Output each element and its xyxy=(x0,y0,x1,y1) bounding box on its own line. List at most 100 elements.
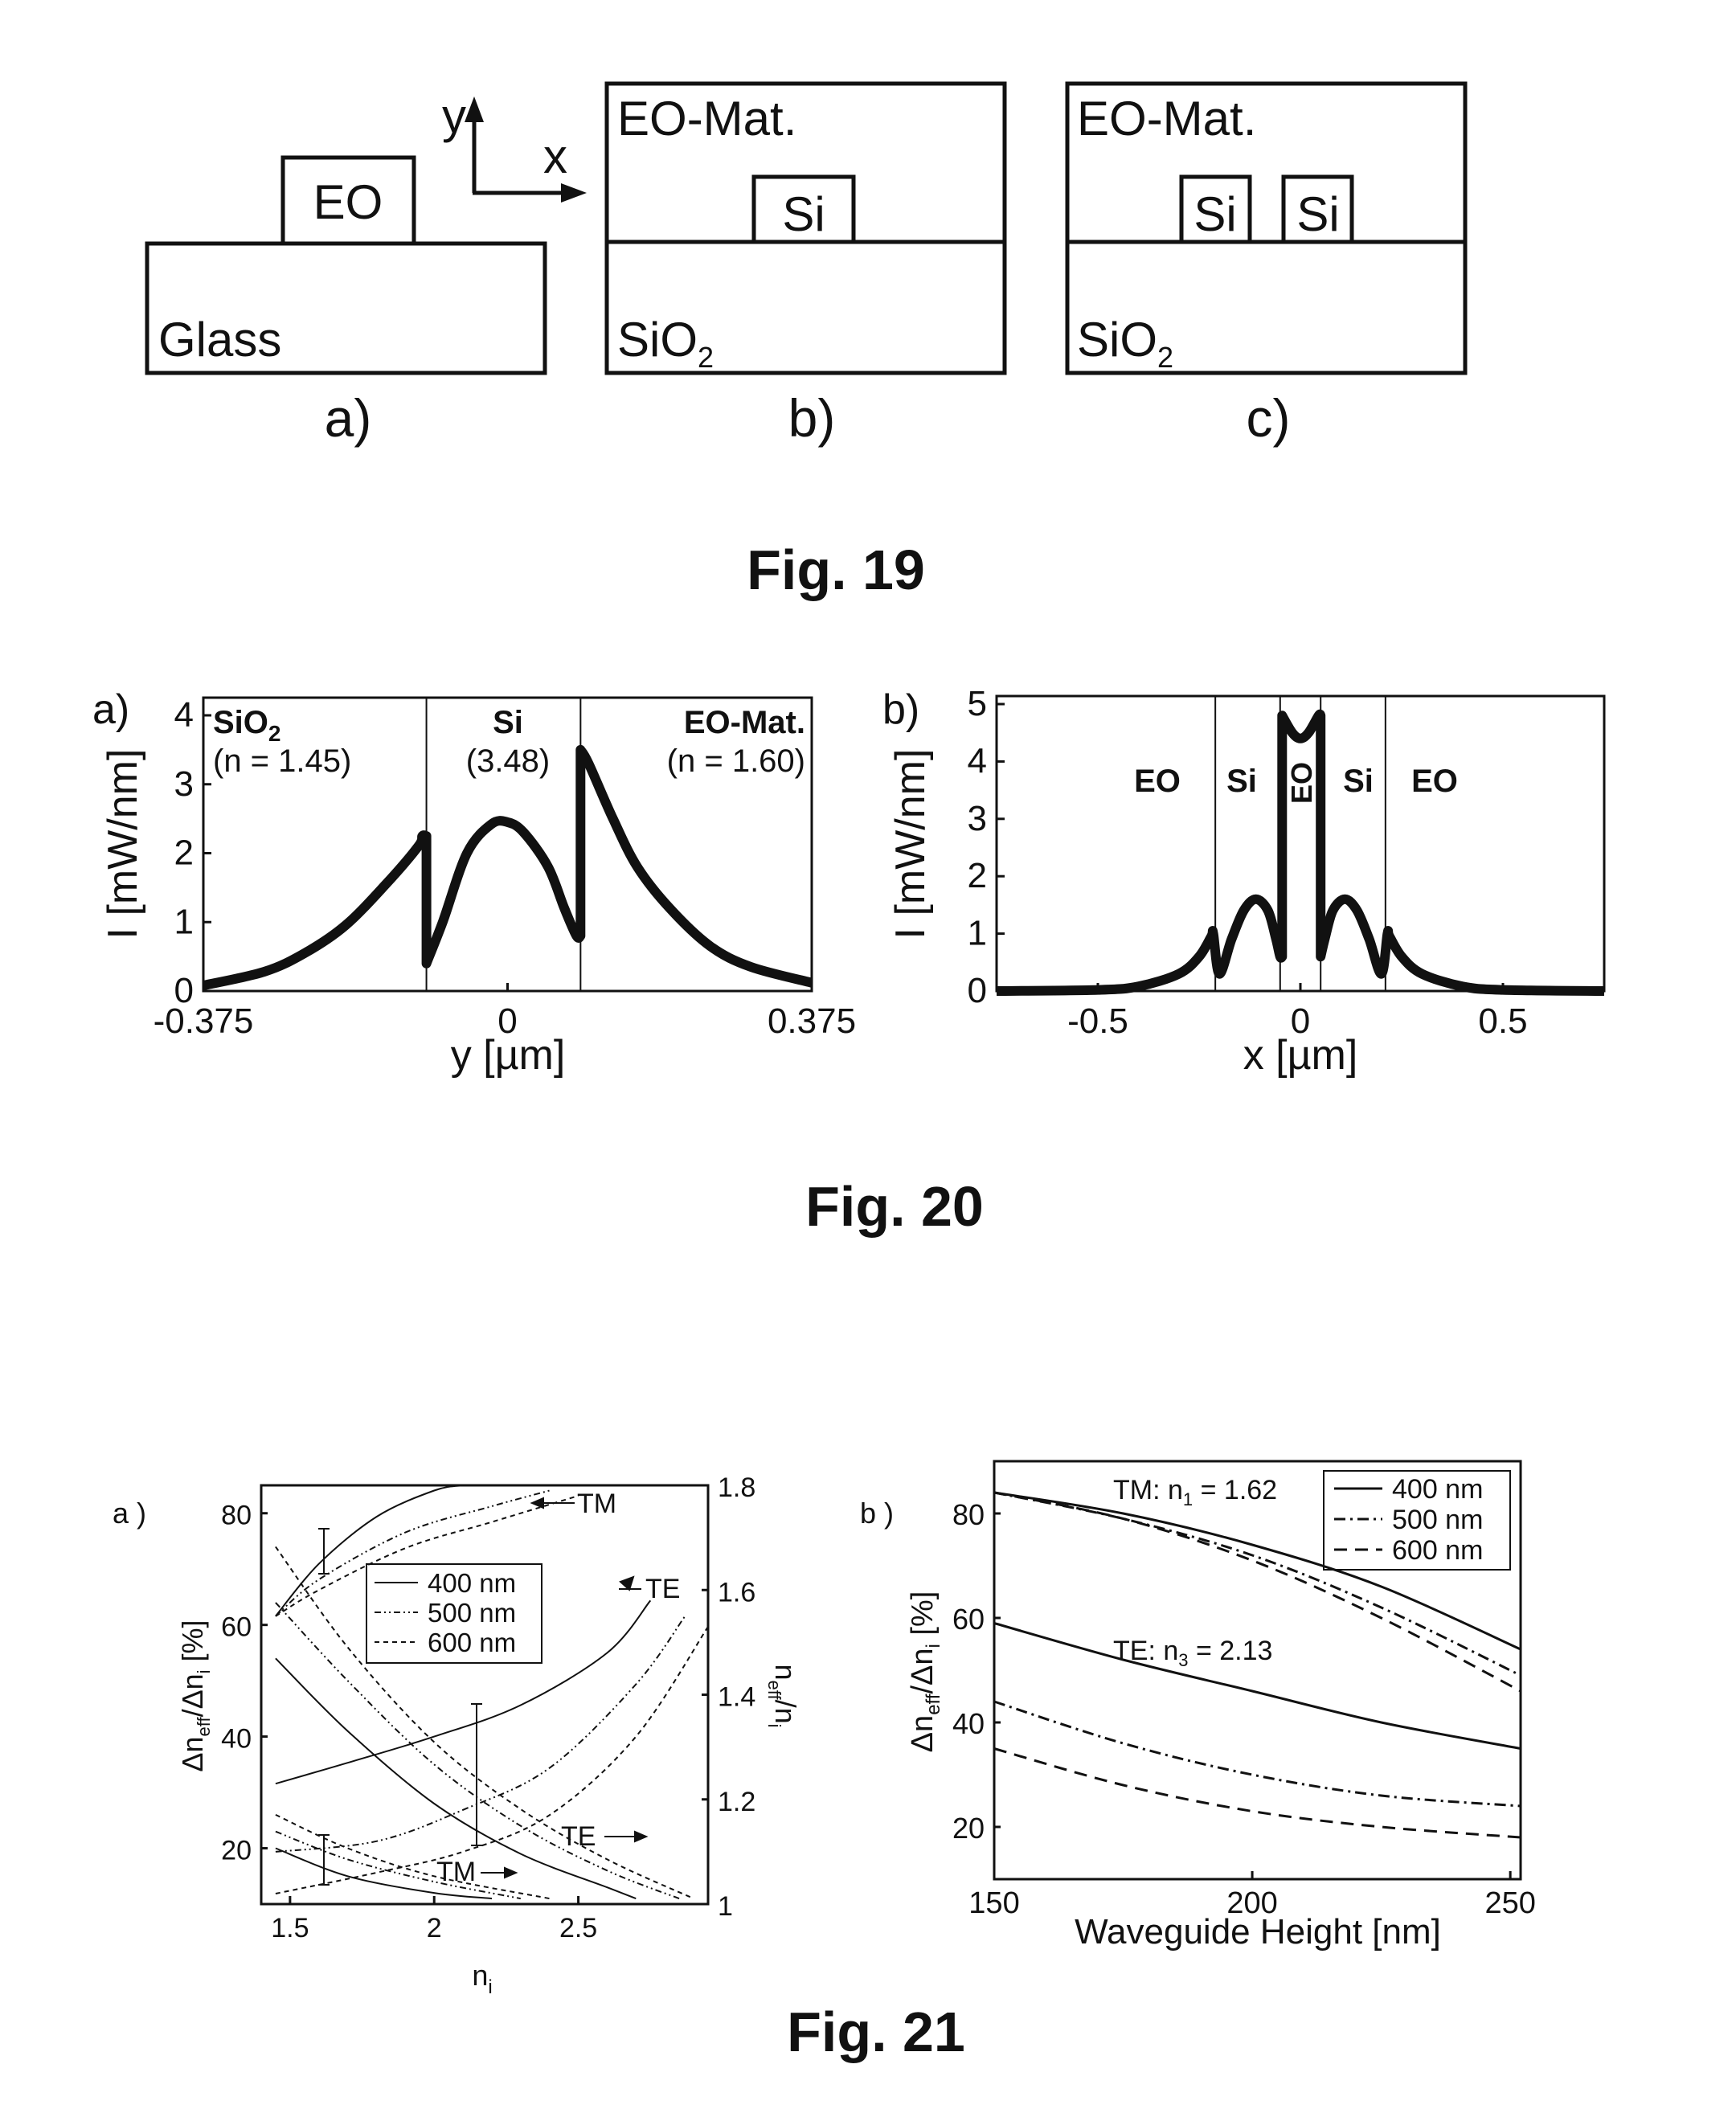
fig21a-x-tick-label: 2.5 xyxy=(559,1913,597,1943)
fig21b-curve-500-nm xyxy=(994,1702,1521,1806)
fig21a-right-y-tick-label: 1.6 xyxy=(718,1577,755,1607)
fig21b-x-tick-label: 250 xyxy=(1484,1886,1535,1920)
fig21a-ylabel-left: Δneff/Δni [%] xyxy=(176,1620,214,1771)
fig19c-core-left-label: Si xyxy=(1194,187,1236,241)
fig21b-legend-label-500: 500 nm xyxy=(1392,1505,1483,1535)
fig21b-legend: 400 nm 500 nm 600 nm xyxy=(1324,1471,1510,1570)
y-arrowhead-icon xyxy=(465,96,484,122)
fig21a-x-tick-label: 2 xyxy=(427,1913,442,1943)
fig19: EO Glass a) y x EO-Mat. Si SiO2 b) EO-Ma… xyxy=(147,84,1465,601)
fig21a-annotation-te-bottom: TE xyxy=(561,1821,596,1852)
fig21a-left-y-tick-label: 60 xyxy=(221,1612,252,1643)
fig21b-x-tick-label: 150 xyxy=(968,1886,1019,1920)
fig21b: b ) 20406080 150200250 TM: n1 = 1.62 TE:… xyxy=(860,1461,1536,1952)
fig19b-substrate-label: SiO2 xyxy=(617,313,714,374)
fig20a-y-tick-label: 1 xyxy=(174,902,194,941)
fig19c-core-right-label: Si xyxy=(1296,187,1339,241)
fig21b-te-label: TE: n3 = 2.13 xyxy=(1113,1636,1272,1670)
fig20a-xlabel: y [µm] xyxy=(451,1032,566,1079)
fig21a-curve-500-nm xyxy=(276,1832,521,1898)
fig20b-y-tick-label: 0 xyxy=(968,971,987,1010)
fig20b-y-tick-label: 3 xyxy=(968,799,987,838)
fig20a-y-tick-label: 4 xyxy=(174,695,194,735)
fig21b-xlabel: Waveguide Height [nm] xyxy=(1075,1912,1441,1952)
fig20a-y-tick-label: 3 xyxy=(174,764,194,804)
fig21b-legend-label-600: 600 nm xyxy=(1392,1535,1483,1566)
fig19a-core-label: EO xyxy=(313,175,383,229)
fig20b-y-tick-label: 5 xyxy=(968,684,987,723)
fig21b-panel-label: b ) xyxy=(860,1497,894,1530)
fig20b-region-eo-center: EO xyxy=(1285,762,1318,804)
fig21a: a ) 20 40 60 80 1 1.2 1.4 1.6 1.8 1.5 2 2.5 TM TE… xyxy=(113,1472,802,1998)
fig20a-region-boundaries xyxy=(427,698,581,991)
fig21b-legend-label-400: 400 nm xyxy=(1392,1474,1483,1505)
x-axis-letter: x xyxy=(543,129,567,183)
fig21a-annotation-tm-top: TM xyxy=(577,1489,616,1519)
fig21a-plot-frame xyxy=(261,1485,708,1904)
fig20a-intensity-curve xyxy=(203,750,812,985)
fig20b-panel-label: b) xyxy=(882,686,919,733)
fig21a-legend-label-400: 400 nm xyxy=(428,1568,516,1598)
fig21a-x-tick-label: 1.5 xyxy=(271,1913,309,1943)
fig20a-y-tick-label: 2 xyxy=(174,833,194,873)
fig20b-xlabel: x [µm] xyxy=(1243,1032,1358,1079)
fig20a: a) 01234 -0.37500.375 SiO2 (n = 1.45) Si… xyxy=(92,686,856,1079)
fig20-caption: Fig. 20 xyxy=(805,1175,984,1238)
fig21a-right-y-tick-label: 1.8 xyxy=(718,1472,755,1503)
fig21-caption: Fig. 21 xyxy=(787,2001,965,2063)
fig21a-curve-600-nm xyxy=(276,1815,550,1898)
fig21a-xlabel: ni xyxy=(472,1959,492,1998)
fig20a-panel-label: a) xyxy=(92,686,129,733)
fig19-caption: Fig. 19 xyxy=(747,539,925,601)
fig21a-legend-label-600: 600 nm xyxy=(428,1628,516,1657)
fig20b-region-eo-right: EO xyxy=(1411,764,1458,799)
fig20b-region-eo-left: EO xyxy=(1134,764,1181,799)
fig21a-panel-label: a ) xyxy=(113,1497,146,1530)
fig20b-x-tick-label: -0.5 xyxy=(1067,1001,1128,1041)
fig21a-left-y-tick-label: 80 xyxy=(221,1501,252,1531)
fig21a-curve-600-nm xyxy=(276,1627,708,1894)
fig20a-region-si-name: Si xyxy=(493,705,523,740)
fig21a-annotation-tm-bottom: TM xyxy=(436,1857,476,1887)
fig21a-left-y-tick-label: 40 xyxy=(221,1724,252,1755)
fig20b-x-tick-label: 0.5 xyxy=(1478,1001,1527,1041)
fig20a-region-eo-value: (n = 1.60) xyxy=(667,743,805,779)
fig19a-substrate-label: Glass xyxy=(158,313,281,367)
fig21a-right-y-tick-label: 1.2 xyxy=(718,1787,755,1817)
fig19a-panel-label: a) xyxy=(325,388,372,448)
fig21a-legend: 400 nm 500 nm 600 nm xyxy=(366,1564,542,1663)
fig20b-region-si-left: Si xyxy=(1226,764,1257,799)
fig20b-intensity-curve xyxy=(997,715,1604,991)
fig20a-region-sio2-value: (n = 1.45) xyxy=(213,743,351,779)
fig20a-region-sio2-name: SiO2 xyxy=(213,705,280,746)
fig21a-right-y-tick-label: 1.4 xyxy=(718,1682,755,1713)
fig21a-ylabel-right: neff/ni xyxy=(764,1664,802,1727)
fig21a-legend-label-500: 500 nm xyxy=(428,1598,516,1628)
fig21a-right-y-tick-label: 1 xyxy=(718,1891,733,1922)
fig19b-cladding-label: EO-Mat. xyxy=(617,92,796,145)
fig20a-x-tick-label: 0.375 xyxy=(768,1001,856,1041)
fig20b-y-tick-label: 2 xyxy=(968,856,987,895)
fig21b-tm-label: TM: n1 = 1.62 xyxy=(1113,1475,1277,1509)
fig20a-region-si-value: (3.48) xyxy=(466,743,551,779)
fig20b: b) 012345 -0.500.5 EO Si EO Si EO x [µm]… xyxy=(882,684,1604,1079)
fig20b-y-tick-label: 1 xyxy=(968,914,987,953)
fig21b-ylabel: Δneff/Δni [%] xyxy=(906,1591,944,1753)
fig20a-plot-frame xyxy=(203,698,812,991)
fig21a-annotation-te-top: TE xyxy=(645,1574,680,1604)
fig20a-region-eo-name: EO-Mat. xyxy=(684,705,805,740)
fig20a-ylabel: I [mW/nm] xyxy=(100,749,146,940)
fig19c-cladding-label: EO-Mat. xyxy=(1077,92,1256,145)
fig21a-left-y-tick-label: 20 xyxy=(221,1836,252,1866)
fig20a-x-tick-label: -0.375 xyxy=(154,1001,254,1041)
fig21b-curve-600-nm xyxy=(994,1749,1521,1838)
fig19c-panel-label: c) xyxy=(1247,388,1291,448)
fig19b-core-label: Si xyxy=(782,187,825,241)
fig21a-right-y-ticks: 1 1.2 1.4 1.6 1.8 xyxy=(702,1472,755,1922)
fig20b-ylabel: I [mW/nm] xyxy=(887,749,934,940)
fig19b-panel-label: b) xyxy=(788,388,836,448)
y-axis-letter: y xyxy=(442,89,466,143)
fig20b-y-ticks: 012345 xyxy=(968,684,1005,1010)
fig21b-y-tick-label: 80 xyxy=(952,1498,985,1531)
